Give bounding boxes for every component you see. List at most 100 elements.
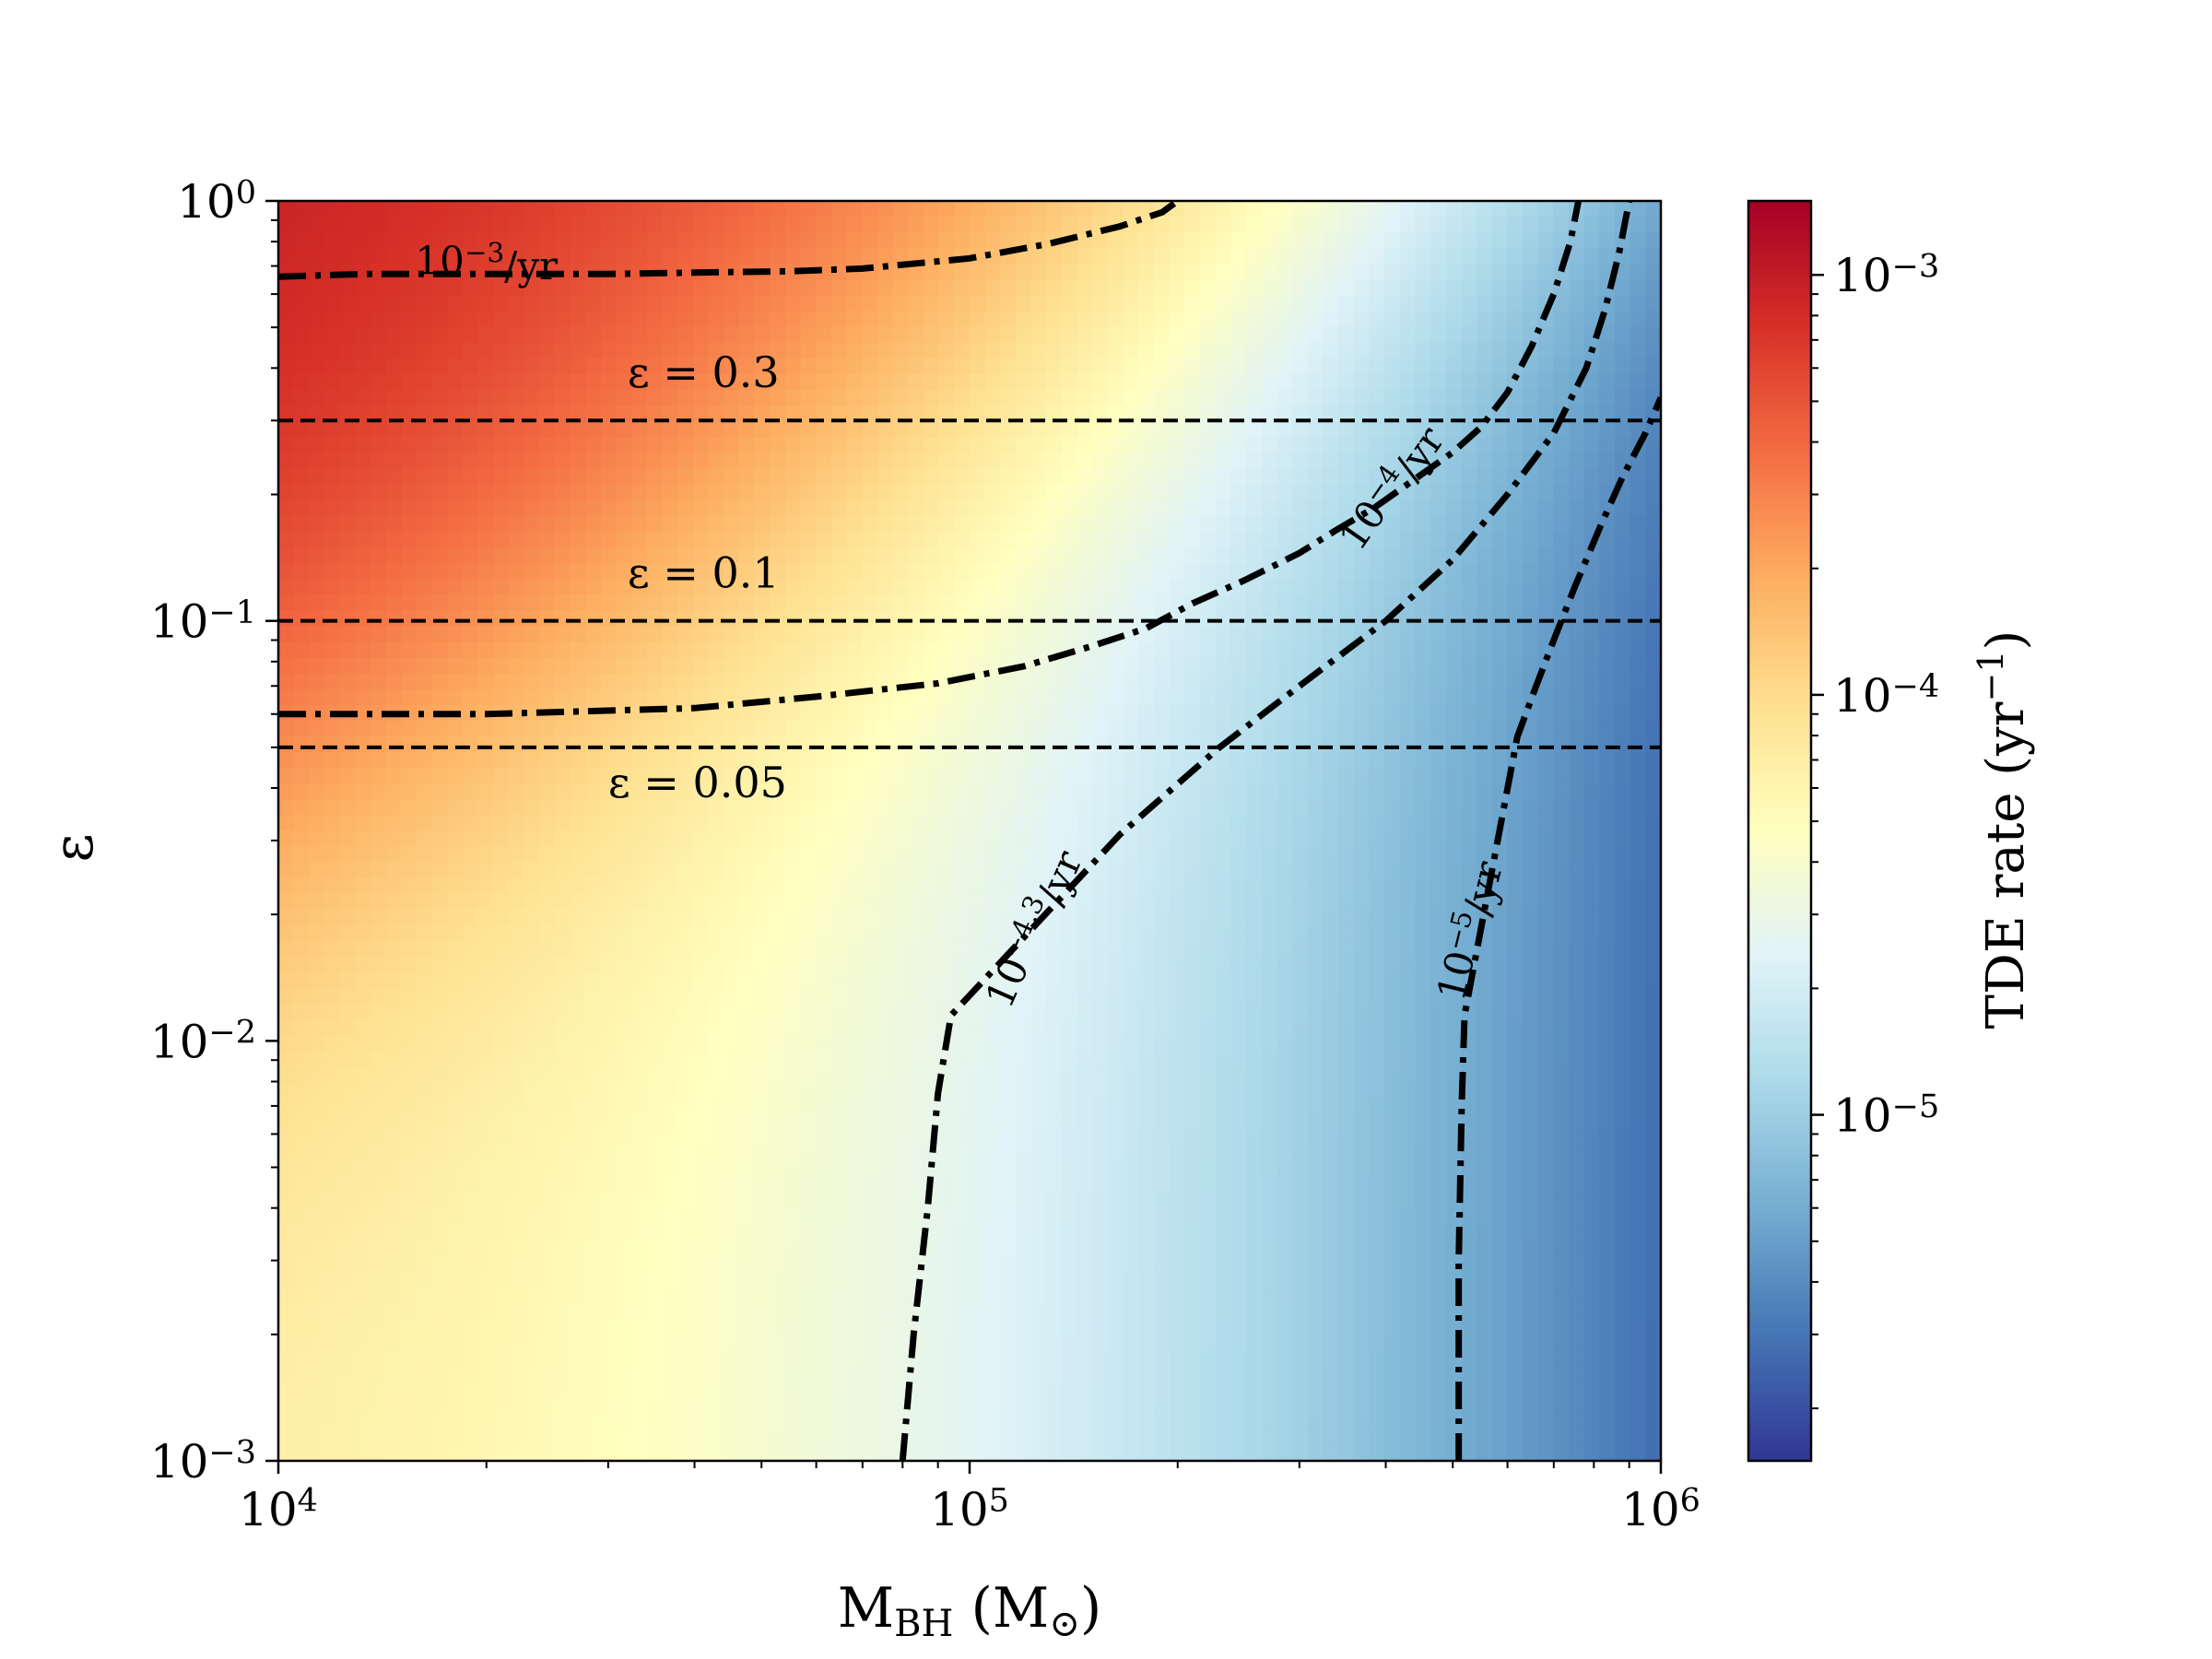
heatmap-cell	[493, 1397, 510, 1415]
heatmap-cell	[555, 909, 571, 926]
heatmap-cell	[524, 453, 540, 470]
heatmap-cell	[677, 799, 694, 817]
heatmap-cell	[846, 610, 863, 627]
heatmap-cell	[417, 1130, 433, 1147]
heatmap-cell	[724, 1114, 740, 1131]
heatmap-cell	[631, 1303, 648, 1320]
heatmap-cell	[1184, 1303, 1201, 1320]
heatmap-cell	[724, 421, 740, 438]
heatmap-cell	[293, 1066, 310, 1084]
heatmap-cell	[662, 957, 678, 973]
heatmap-cell	[877, 1429, 894, 1446]
heatmap-cell	[1046, 626, 1063, 643]
heatmap-cell	[493, 531, 510, 548]
heatmap-cell	[1215, 1177, 1231, 1194]
heatmap-cell	[970, 484, 986, 501]
heatmap-cell	[785, 326, 802, 344]
heatmap-cell	[1123, 768, 1139, 784]
heatmap-cell	[984, 1051, 1001, 1068]
heatmap-cell	[739, 1319, 756, 1335]
heatmap-cell	[570, 1035, 586, 1053]
heatmap-cell	[1123, 1035, 1139, 1053]
heatmap-cell	[693, 846, 710, 864]
heatmap-cell	[1030, 704, 1047, 722]
heatmap-cell	[309, 1429, 325, 1446]
heatmap-cell	[417, 1271, 433, 1288]
heatmap-cell	[662, 1350, 678, 1368]
heatmap-cell	[1230, 515, 1247, 533]
heatmap-cell	[892, 500, 909, 517]
heatmap-cell	[570, 295, 586, 312]
heatmap-cell	[631, 720, 648, 737]
heatmap-cell	[938, 264, 955, 281]
heatmap-cell	[754, 1429, 771, 1446]
heatmap-cell	[417, 295, 433, 312]
heatmap-cell	[1138, 1413, 1155, 1430]
heatmap-cell	[477, 752, 494, 769]
heatmap-cell	[877, 1193, 894, 1210]
heatmap-cell	[401, 295, 418, 312]
heatmap-cell	[800, 1051, 817, 1068]
heatmap-cell	[970, 1098, 986, 1115]
heatmap-cell	[724, 1240, 740, 1257]
heatmap-cell	[555, 1130, 571, 1147]
heatmap-cell	[739, 799, 756, 817]
heatmap-cell	[984, 201, 1001, 218]
heatmap-cell	[1030, 373, 1047, 391]
heatmap-cell	[431, 563, 448, 580]
heatmap-cell	[754, 1035, 771, 1053]
heatmap-cell	[647, 1413, 664, 1430]
heatmap-cell	[739, 547, 756, 564]
heatmap-cell	[371, 846, 387, 864]
heatmap-cell	[509, 500, 525, 517]
heatmap-cell	[770, 720, 786, 737]
heatmap-cell	[1030, 1413, 1047, 1430]
heatmap-cell	[293, 1224, 310, 1241]
heatmap-cell	[984, 373, 1001, 391]
heatmap-cell	[431, 1444, 448, 1461]
heatmap-cell	[1077, 563, 1093, 580]
heatmap-cell	[970, 815, 986, 832]
heatmap-cell	[585, 547, 602, 564]
heatmap-cell	[924, 326, 940, 344]
heatmap-cell	[447, 1271, 464, 1288]
heatmap-cell	[539, 1319, 556, 1335]
heatmap-cell	[800, 1114, 817, 1131]
heatmap-cell	[954, 626, 971, 643]
heatmap-cell	[1062, 1161, 1078, 1179]
heatmap-cell	[1230, 406, 1247, 422]
heatmap-cell	[1123, 1303, 1139, 1320]
heatmap-cell	[892, 735, 909, 753]
heatmap-cell	[309, 531, 325, 548]
heatmap-cell	[846, 1350, 863, 1368]
heatmap-cell	[555, 610, 571, 627]
heatmap-cell	[954, 1146, 971, 1162]
heatmap-cell	[1016, 752, 1032, 769]
heatmap-cell	[1169, 830, 1185, 848]
heatmap-cell	[816, 342, 832, 359]
heatmap-cell	[1184, 1382, 1201, 1399]
heatmap-cell	[724, 830, 740, 848]
heatmap-cell	[355, 1429, 371, 1446]
heatmap-cell	[385, 468, 402, 486]
heatmap-cell	[785, 972, 802, 989]
heatmap-cell	[417, 893, 433, 911]
heatmap-cell	[739, 657, 756, 675]
heatmap-cell	[555, 688, 571, 706]
heatmap-cell	[984, 484, 1001, 501]
heatmap-cell	[1138, 925, 1155, 942]
heatmap-cell	[1200, 390, 1217, 406]
heatmap-cell	[724, 877, 740, 895]
heatmap-cell	[1108, 610, 1124, 627]
heatmap-cell	[509, 830, 525, 848]
heatmap-cell	[862, 783, 878, 800]
heatmap-cell	[1062, 1051, 1078, 1068]
heatmap-cell	[463, 957, 479, 973]
heatmap-cell	[616, 1444, 632, 1461]
heatmap-cell	[708, 421, 724, 438]
heatmap-cell	[477, 201, 494, 218]
heatmap-cell	[924, 421, 940, 438]
heatmap-cell	[1154, 390, 1171, 406]
heatmap-cell	[724, 373, 740, 391]
heatmap-cell	[892, 579, 909, 595]
